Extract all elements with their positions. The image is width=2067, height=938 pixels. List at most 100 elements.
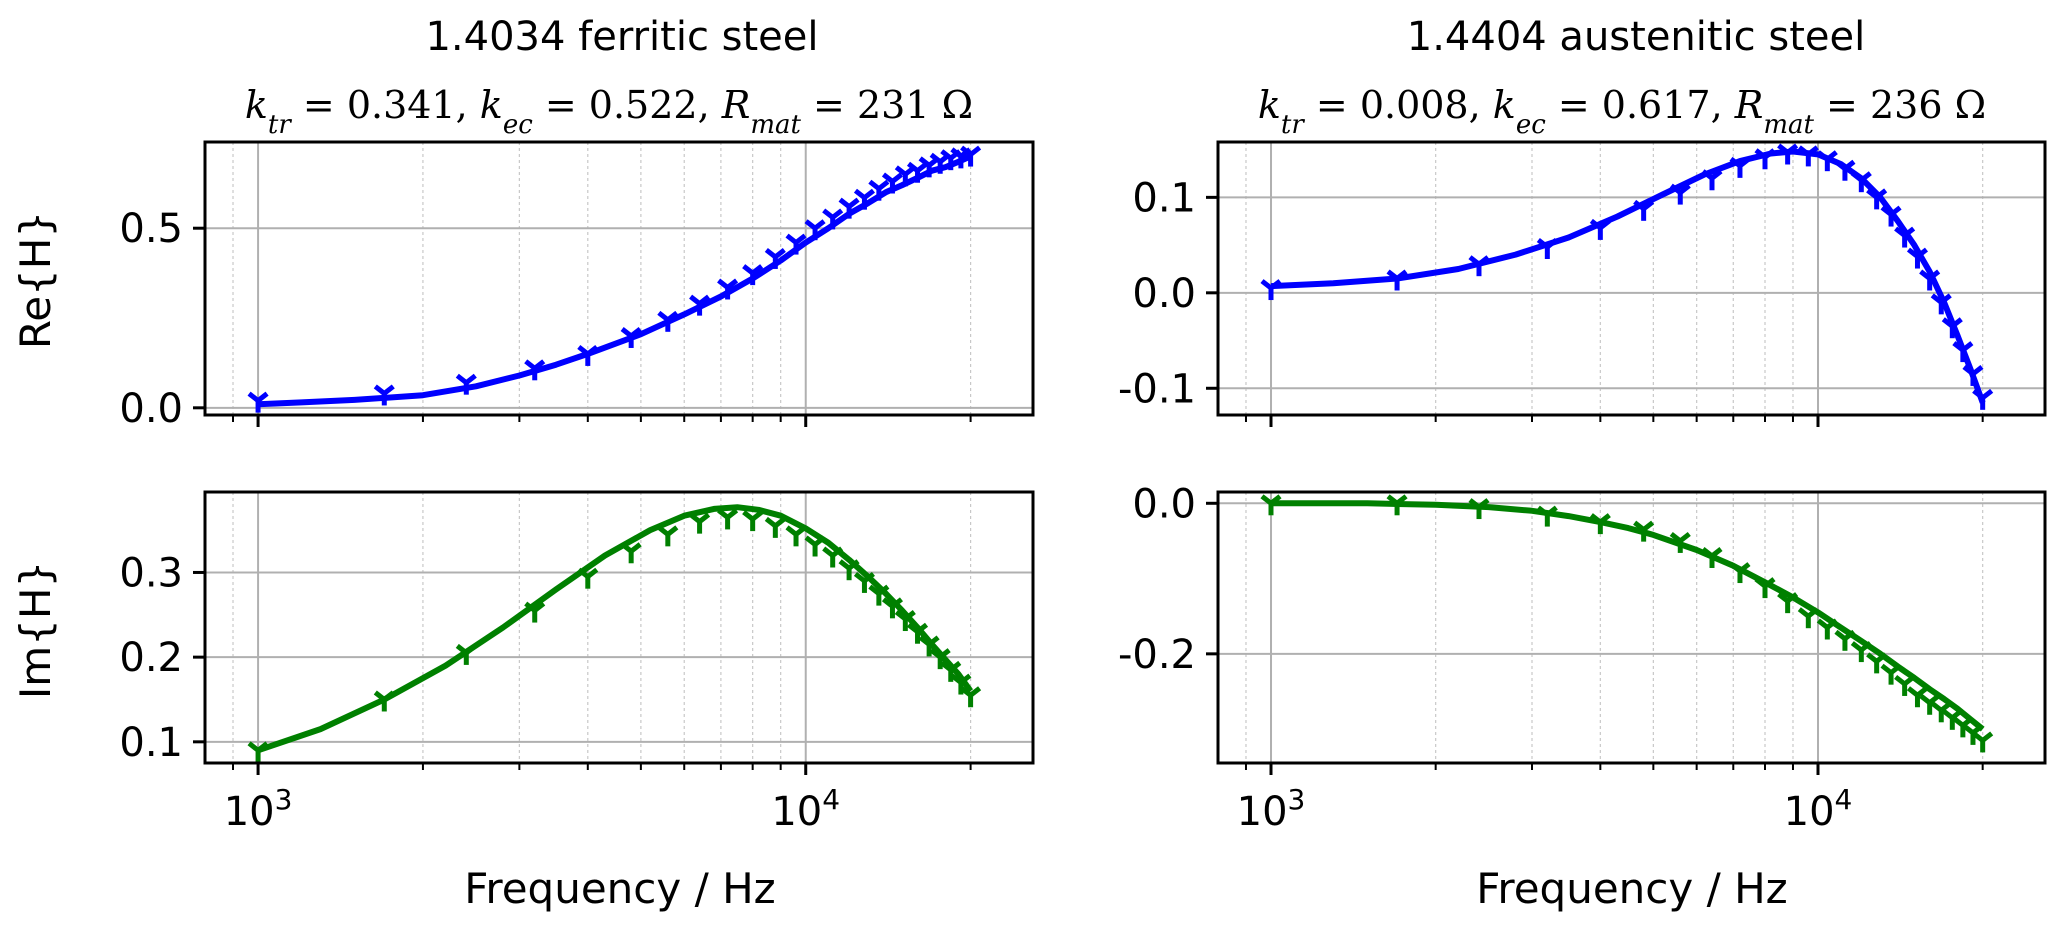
xlabel-left: Frequency / Hz [464,864,775,913]
measured-point [1906,686,1929,708]
measured-point [1260,279,1282,301]
measured-point [717,278,739,300]
measured-point [1536,238,1558,259]
measured-point [1816,618,1838,640]
panel-imag-ferritic: 103 104 0.1 0.2 0.3 [119,490,1035,835]
measured-point [1930,293,1952,315]
measured-point [1919,693,1941,715]
grid [1218,142,2045,415]
measured-point [868,179,890,201]
y-tick-label: 0.5 [119,206,183,252]
x-tick-label: 103 [1237,783,1306,835]
measured-point [455,373,477,395]
measured-point [1834,629,1856,651]
measured-point [764,247,786,269]
measured-point [577,344,599,366]
y-tick-label: 0.1 [119,720,183,766]
measured-point [373,690,395,712]
measured-point [1386,269,1408,291]
measured-point [1777,143,1799,165]
measured-point [620,542,642,564]
subtitle-ferritic: ktr = 0.341, kec = 0.522, Rmat = 231 Ω [245,83,973,140]
measured-point [455,643,477,665]
measured-point [1866,652,1888,674]
measured-point [1669,531,1691,553]
xlabel-right: Frequency / Hz [1476,864,1787,913]
measured-point [804,535,826,557]
measured-point [960,686,982,708]
fit-curve-line [257,153,972,408]
y-tick-label: -0.2 [1118,632,1196,678]
measured-point [717,508,739,530]
fit-curve-line [1270,148,1986,404]
measured-point [1633,520,1655,542]
measured-point [620,327,642,348]
measured-point [853,188,875,210]
ylabel-imag: Im{H} [11,561,60,699]
measured-point [853,571,875,593]
measured-point [247,391,269,413]
measured-point [657,310,679,332]
measured-point [1468,498,1490,520]
measured-point [838,559,860,581]
measured-point [1850,171,1872,193]
measured-point [1919,269,1941,291]
measured-point [1816,150,1838,172]
axes-frame [1216,490,2047,765]
kec-value-ferritic: 0.522 [589,83,698,127]
measured-point [881,597,903,619]
ylabel-real: Re{H} [11,211,60,349]
title-ferritic: 1.4034 ferritic steel [425,14,818,60]
measured-point [577,567,599,589]
measured-point [822,546,844,568]
measured-point [1589,218,1611,240]
measured-point [524,601,546,623]
measured-point [881,172,903,194]
measured-point [1952,341,1974,363]
rmat-value-austenitic: 236 Ω [1870,83,1986,127]
measured-point [524,359,546,381]
y-tick-label: 0.0 [1132,271,1196,317]
measured-point [960,145,982,167]
measured-point [950,673,972,695]
measured-point [1906,247,1929,269]
measured-point [838,197,860,219]
measured-point [689,294,711,316]
measured-point [804,219,826,241]
y-tick-label: 0.0 [1132,481,1196,527]
rmat-value-ferritic: 231 Ω [857,83,973,127]
measured-point [1972,388,1994,410]
measured-point [1880,205,1902,227]
measured-point [929,648,951,670]
axes-frame [203,490,1035,765]
measured-point [689,512,711,534]
measured-point [785,525,807,547]
y-tick-label: -0.1 [1118,366,1196,412]
measured-point [1797,607,1819,629]
x-tick-label: 104 [771,783,840,835]
measured-point [373,384,395,406]
measured-point [1850,641,1872,663]
measured-point [1880,663,1902,685]
ktr-value-ferritic: 0.341 [347,83,456,127]
measured-point [1729,562,1751,584]
measured-point [1468,255,1490,277]
y-tick-label: 0.0 [119,386,183,432]
kec-value-austenitic: 0.617 [1602,83,1711,127]
fit-curve-line [1271,500,1985,732]
grid [205,492,1033,763]
x-tick-label: 104 [1784,783,1853,835]
fit-curve-line [257,504,974,754]
measured-point [742,510,764,532]
measured-point [1797,145,1819,167]
measured-point [1930,701,1952,723]
y-tick-label: 0.3 [119,550,183,596]
measured-point [1894,226,1916,248]
measured-point [1894,674,1916,696]
measured-point [1701,547,1723,568]
measured-point [764,516,786,538]
measured-point [868,584,890,606]
x-tick-label: 103 [224,783,293,835]
ktr-value-austenitic: 0.008 [1360,83,1469,127]
